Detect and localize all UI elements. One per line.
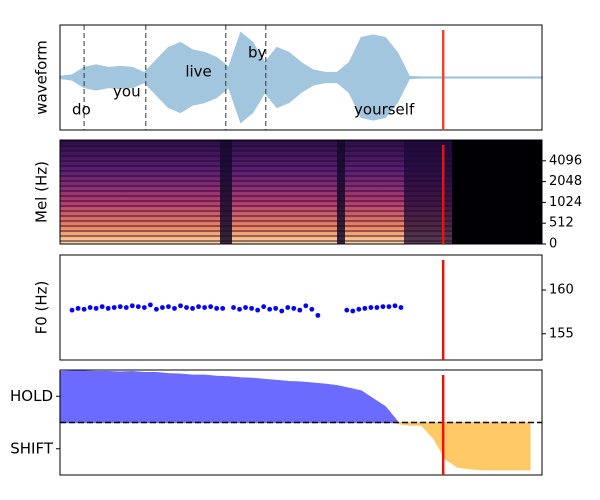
f0-point <box>279 308 285 314</box>
f0-point <box>291 305 297 311</box>
f0-point <box>69 307 75 313</box>
mel-image <box>60 140 542 244</box>
f0-point <box>141 305 147 310</box>
panel-frame <box>59 254 543 361</box>
f0-point <box>123 305 129 310</box>
f0-point <box>356 306 362 312</box>
panel-frame <box>59 24 543 131</box>
f0-point <box>237 306 242 312</box>
f0-point <box>255 307 261 313</box>
f0-point <box>166 304 171 310</box>
y-axis-label: waveform <box>33 40 51 115</box>
f0-point <box>93 305 99 311</box>
word-label: live <box>185 63 211 81</box>
f0-point <box>380 304 386 310</box>
word-label: yourself <box>354 101 415 119</box>
panel-frame <box>59 369 543 476</box>
y-tick-label: 160 <box>549 283 574 298</box>
y-tick-label: 0 <box>549 237 557 252</box>
f0-point <box>99 304 105 310</box>
f0-point <box>117 304 123 310</box>
f0-point <box>154 306 159 312</box>
area <box>59 31 543 124</box>
f0-point <box>273 305 279 311</box>
f0-point <box>147 302 153 308</box>
f0-point <box>202 305 208 310</box>
f0-point <box>285 305 291 310</box>
f0-point <box>208 304 214 310</box>
y-tick-label: HOLD <box>10 387 53 405</box>
area <box>59 370 398 424</box>
y-tick-label: SHIFT <box>10 439 54 457</box>
f0-point <box>368 305 374 310</box>
f0-point <box>297 307 303 313</box>
f0-point <box>243 305 248 310</box>
f0-point <box>160 305 165 310</box>
y-axis-label: F0 (Hz) <box>33 281 51 335</box>
f0-point <box>105 305 111 311</box>
f0-point <box>249 305 254 311</box>
f0-point <box>184 305 189 310</box>
f0-point <box>303 303 309 309</box>
y-tick-label: 155 <box>549 326 574 341</box>
f0-point <box>190 305 195 311</box>
f0-point <box>129 303 135 309</box>
f0-point <box>220 305 226 311</box>
mel-gap <box>337 140 345 244</box>
word-label: by <box>248 44 267 62</box>
f0-point <box>178 303 183 309</box>
f0-point <box>81 306 87 312</box>
panel-frame <box>59 139 543 245</box>
f0-point <box>309 306 315 312</box>
mel-harmonics <box>60 140 452 244</box>
mel-gap <box>220 140 232 244</box>
f0-point <box>214 305 220 311</box>
f0-point <box>374 305 380 310</box>
area <box>396 421 531 471</box>
f0-point <box>344 307 350 313</box>
f0-point <box>87 305 93 310</box>
y-tick-label: 1024 <box>549 195 582 210</box>
y-tick-label: 2048 <box>549 174 582 189</box>
f0-point <box>111 305 117 310</box>
f0-point <box>392 303 398 309</box>
mel-silence <box>404 140 452 244</box>
y-axis-label: Mel (Hz) <box>33 161 51 223</box>
f0-point <box>172 305 177 311</box>
f0-point <box>362 305 368 311</box>
f0-point <box>315 312 321 318</box>
f0-point <box>398 305 404 310</box>
f0-point <box>196 304 201 310</box>
f0-point <box>267 306 273 312</box>
word-label: do <box>72 101 91 119</box>
f0-point <box>350 308 356 314</box>
f0-point <box>386 304 392 310</box>
word-label: you <box>113 83 141 101</box>
f0-point <box>231 305 236 310</box>
f0-point <box>75 305 81 311</box>
f0-point <box>261 304 267 310</box>
y-tick-label: 4096 <box>549 153 582 168</box>
y-tick-label: 512 <box>549 216 574 231</box>
f0-point <box>135 304 141 310</box>
